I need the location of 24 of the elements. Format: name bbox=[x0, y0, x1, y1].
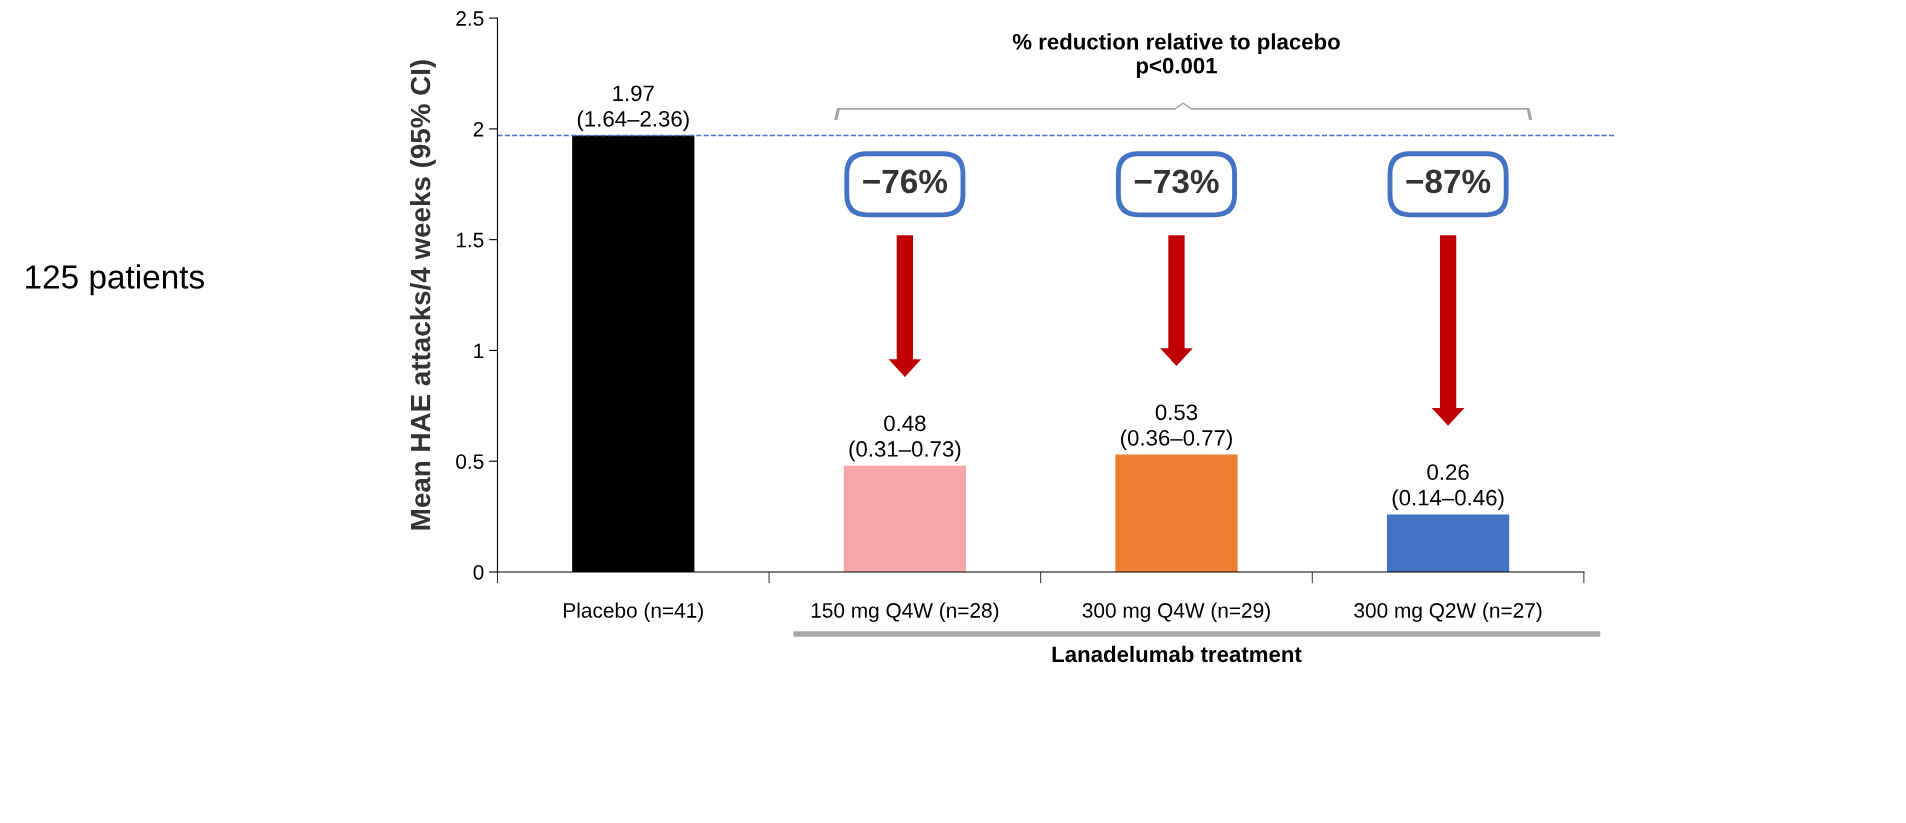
data-label: 0.26 (0.14–0.46) bbox=[1392, 464, 1504, 510]
text: Lanadelumab treatment bbox=[1052, 645, 1302, 663]
bar bbox=[1386, 514, 1510, 572]
annotation: −76% bbox=[863, 169, 948, 194]
y-tick-label: 0 bbox=[473, 564, 484, 580]
x-tick-label: Placebo (n=41) bbox=[564, 602, 703, 622]
annotation: −87% bbox=[1406, 169, 1491, 194]
data-label: 0.53 (0.36–0.77) bbox=[1121, 404, 1232, 451]
bar bbox=[843, 465, 966, 572]
y-tick-label: 0.5 bbox=[456, 454, 484, 469]
y-tick-label: 2 bbox=[473, 121, 484, 137]
y-tick-label: 1.5 bbox=[456, 232, 484, 248]
y-axis-title: Mean HAE attacks/4 weeks (95% CI) bbox=[409, 60, 436, 530]
x-tick-label: 150 mg Q4W (n=28) bbox=[811, 602, 999, 622]
bar bbox=[1115, 454, 1238, 572]
data-label: 0.48 (0.31–0.73) bbox=[849, 415, 961, 462]
x-tick-label: 300 mg Q2W (n=27) bbox=[1354, 602, 1542, 622]
y-tick-label: 1 bbox=[474, 343, 484, 358]
data-label: 1.97 (1.64–2.36) bbox=[577, 85, 689, 132]
annotation: % reduction relative to placebo p<0.001 bbox=[1012, 33, 1340, 78]
x-tick-label: 300 mg Q4W (n=29) bbox=[1082, 602, 1270, 622]
text: 125 patients bbox=[26, 264, 204, 296]
y-tick-label: 2.5 bbox=[456, 11, 484, 26]
annotation: −73% bbox=[1134, 169, 1219, 194]
